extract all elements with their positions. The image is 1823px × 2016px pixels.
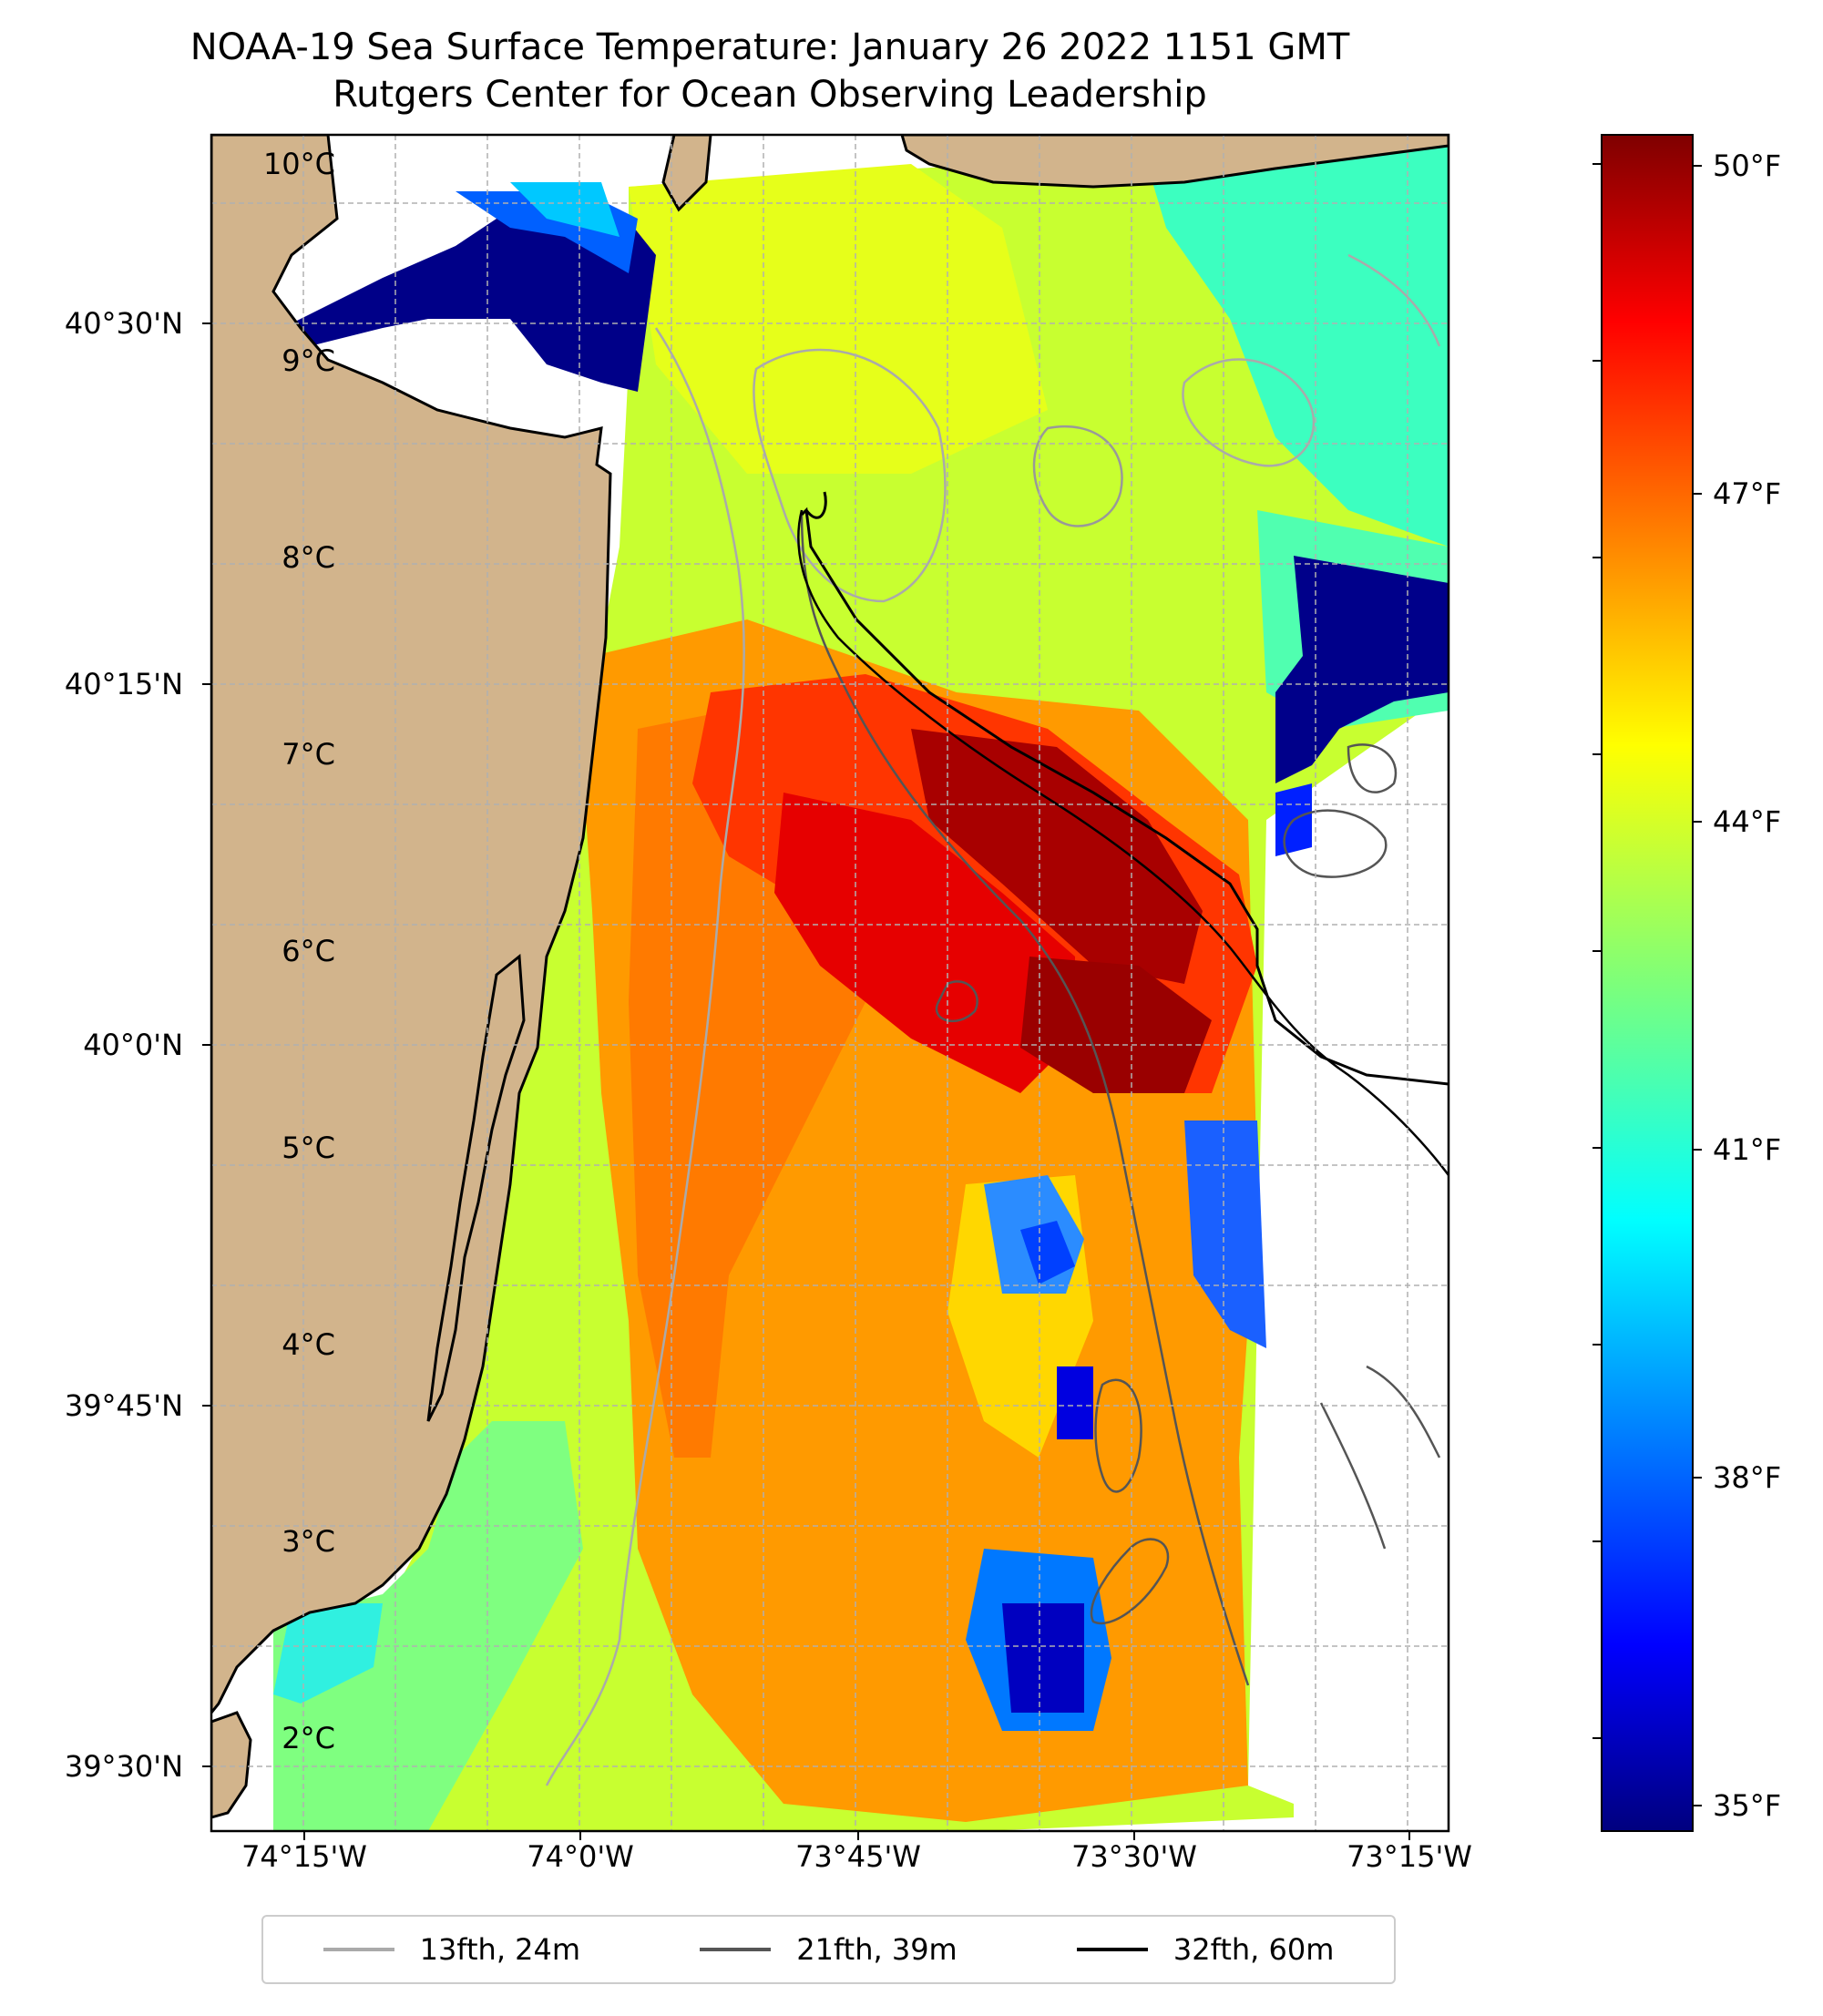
axis-ticks <box>202 322 1410 1840</box>
lat-label: 40°30'N <box>64 306 183 341</box>
lon-label: 73°45'W <box>795 1839 921 1874</box>
lon-label: 73°15'W <box>1347 1839 1472 1874</box>
colorbar-fahrenheit-label: 47°F <box>1713 476 1782 511</box>
colorbar-celsius-label: 2°C <box>282 1721 335 1755</box>
legend-label: 13fth, 24m <box>419 1932 581 1967</box>
colorbar-celsius-label: 6°C <box>282 934 335 968</box>
map-grid <box>211 135 1449 1831</box>
colorbar-celsius-label: 9°C <box>282 343 335 378</box>
colorbar-fahrenheit-label: 35°F <box>1713 1788 1782 1823</box>
legend-line-13fth <box>323 1948 394 1951</box>
land-north <box>661 135 712 212</box>
legend-item: 21fth, 39m <box>700 1932 958 1967</box>
colorbar-celsius-label: 5°C <box>282 1131 335 1165</box>
legend-item: 13fth, 24m <box>323 1932 580 1967</box>
lat-label: 40°0'N <box>83 1028 183 1062</box>
lat-label: 39°30'N <box>64 1749 183 1784</box>
map-frame <box>210 133 1450 1833</box>
contour-legend: 13fth, 24m 21fth, 39m 32fth, 60m <box>261 1915 1396 1984</box>
colorbar <box>1601 134 1694 1832</box>
lon-label: 74°15'W <box>241 1839 367 1874</box>
colorbar-ticks <box>1593 163 1702 1806</box>
land-sw <box>211 1711 252 1819</box>
legend-line-21fth <box>700 1948 772 1951</box>
colorbar-fahrenheit-label: 41°F <box>1713 1132 1782 1167</box>
colorbar-celsius-label: 3°C <box>282 1524 335 1559</box>
barrier-island <box>426 954 526 1422</box>
lat-label: 39°45'N <box>64 1388 183 1423</box>
sst-field <box>211 135 1449 1831</box>
lon-label: 74°0'W <box>527 1839 634 1874</box>
colorbar-fahrenheit-label: 44°F <box>1713 804 1782 839</box>
map-title: NOAA-19 Sea Surface Temperature: January… <box>189 26 1350 68</box>
colorbar-celsius-label: 7°C <box>282 737 335 772</box>
legend-label: 32fth, 60m <box>1173 1932 1335 1967</box>
land-north-east <box>900 135 1449 189</box>
map-subtitle: Rutgers Center for Ocean Observing Leade… <box>333 74 1207 116</box>
colorbar-fahrenheit-label: 50°F <box>1713 148 1782 183</box>
land-nj <box>211 135 612 1715</box>
colorbar-celsius-label: 10°C <box>262 147 335 181</box>
colorbar-fahrenheit-label: 38°F <box>1713 1460 1782 1495</box>
legend-label: 21fth, 39m <box>796 1932 958 1967</box>
legend-line-32fth <box>1076 1948 1148 1951</box>
colorbar-celsius-label: 4°C <box>282 1327 335 1362</box>
colorbar-celsius-label: 8°C <box>282 540 335 575</box>
legend-item: 32fth, 60m <box>1076 1932 1335 1967</box>
lon-label: 73°30'W <box>1071 1839 1197 1874</box>
lat-label: 40°15'N <box>64 667 183 701</box>
